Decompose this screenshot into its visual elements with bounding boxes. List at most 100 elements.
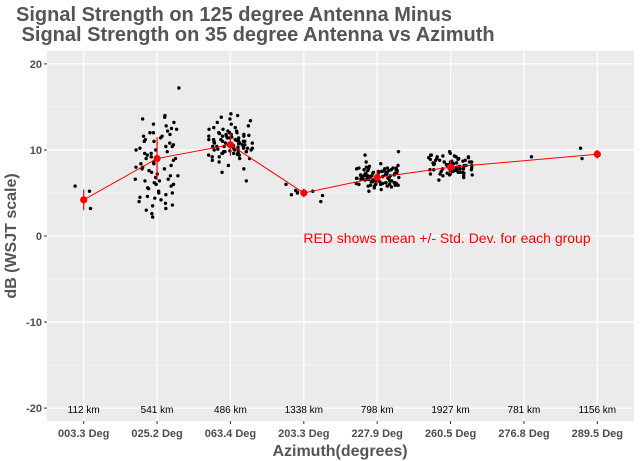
distance-label: 781 km <box>508 405 541 416</box>
data-point <box>442 160 446 164</box>
data-point <box>360 175 364 180</box>
data-point <box>364 160 368 164</box>
data-point <box>452 154 457 158</box>
data-point <box>162 167 167 171</box>
data-point <box>139 162 143 166</box>
data-point <box>217 131 222 136</box>
data-point <box>207 127 211 132</box>
data-point <box>243 139 247 144</box>
data-point <box>164 124 168 128</box>
data-point <box>157 179 162 183</box>
x-axis: 003.3 Deg 025.2 Deg 063.4 Deg 203.3 Deg 227.… <box>58 421 623 440</box>
data-point <box>223 141 228 145</box>
data-point <box>149 151 153 156</box>
data-point <box>367 189 371 193</box>
data-point <box>87 189 92 193</box>
data-point <box>295 190 300 194</box>
data-point <box>237 156 242 161</box>
data-point <box>395 170 399 175</box>
data-point <box>441 174 445 178</box>
data-point <box>463 158 467 162</box>
data-point <box>367 164 372 169</box>
data-point <box>233 137 237 142</box>
distance-label: 1156 km <box>579 405 617 416</box>
data-point <box>392 180 396 185</box>
data-point <box>212 125 216 130</box>
data-point <box>229 112 233 116</box>
data-point <box>454 161 459 165</box>
data-point <box>247 133 251 138</box>
data-point <box>170 191 175 195</box>
data-point <box>140 117 145 121</box>
data-point <box>170 144 174 149</box>
data-point <box>148 131 152 135</box>
data-point <box>580 156 584 161</box>
data-points <box>73 86 584 219</box>
data-point <box>439 169 443 174</box>
grid-minor <box>47 106 634 366</box>
y-tick-label: -20 <box>26 403 42 415</box>
data-point <box>428 172 433 176</box>
data-point <box>354 181 358 186</box>
mean-point <box>80 196 88 204</box>
data-point <box>138 195 142 199</box>
distance-label: 1927 km <box>431 405 469 416</box>
data-point <box>151 131 156 135</box>
data-point <box>363 153 367 157</box>
data-point <box>164 192 168 197</box>
data-point <box>165 149 169 154</box>
data-point <box>216 147 220 151</box>
data-point <box>236 150 240 155</box>
data-point <box>241 146 246 150</box>
x-tick-label: 276.8 Deg <box>498 428 549 440</box>
data-point <box>378 182 383 187</box>
data-point <box>371 170 376 175</box>
data-point <box>236 145 240 150</box>
data-point <box>391 166 395 170</box>
distance-label: 112 km <box>68 405 100 416</box>
data-point <box>164 206 168 211</box>
data-point <box>229 122 233 126</box>
data-point <box>578 146 583 150</box>
data-point <box>227 131 232 135</box>
mean-point <box>593 150 601 158</box>
data-point <box>235 131 239 135</box>
y-tick-label: 10 <box>30 145 42 157</box>
data-point <box>212 139 216 144</box>
data-point <box>212 148 216 152</box>
data-point <box>250 141 254 145</box>
data-point <box>236 142 241 146</box>
data-point <box>374 182 378 187</box>
grid-major <box>47 51 634 421</box>
data-point <box>427 155 431 160</box>
data-point <box>461 167 466 171</box>
data-point <box>169 163 173 168</box>
data-point <box>433 158 438 162</box>
data-point <box>244 149 248 154</box>
data-point <box>145 186 150 190</box>
data-point <box>220 170 224 175</box>
data-point <box>207 134 211 138</box>
data-point <box>455 168 459 173</box>
y-tick-label: 20 <box>30 59 42 71</box>
distance-labels: 112 km 541 km 486 km 1338 km 798 km 1927 km 78… <box>68 405 616 416</box>
data-point <box>220 134 225 138</box>
data-point <box>437 158 442 162</box>
data-point <box>159 198 163 202</box>
data-point <box>366 184 370 188</box>
y-tick-label: 0 <box>36 231 42 243</box>
data-point <box>387 182 392 187</box>
x-tick-label: 289.5 Deg <box>572 428 623 440</box>
data-point <box>529 155 534 159</box>
data-point <box>137 199 141 204</box>
y-axis-label: dB (WSJT scale) <box>3 173 20 298</box>
data-point <box>142 139 146 144</box>
data-point <box>217 160 221 164</box>
data-point <box>371 180 375 184</box>
data-point <box>210 155 214 159</box>
data-point <box>147 168 151 173</box>
data-point <box>385 184 389 188</box>
data-point <box>319 199 323 204</box>
data-point <box>165 129 170 133</box>
data-point <box>231 151 236 156</box>
